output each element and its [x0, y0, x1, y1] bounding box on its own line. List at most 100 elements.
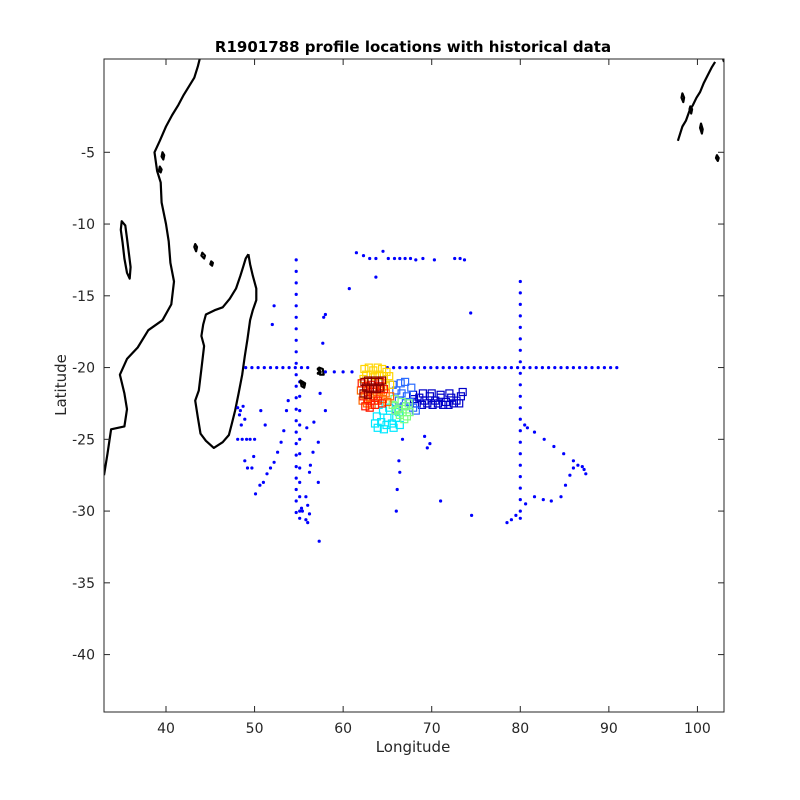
historical-point-s0-49: [596, 366, 600, 370]
historical-point-s0-163: [284, 409, 289, 413]
historical-point-s0-116: [505, 521, 509, 525]
historical-point-s0-9: [299, 366, 304, 370]
profile-marker-s7-6: [383, 397, 392, 407]
island-outline-8: [688, 105, 694, 115]
profile-marker-s2-10: [458, 387, 467, 397]
historical-point-s0-109: [523, 423, 527, 427]
x-axis: 40 50 60 70 80 90 100: [157, 59, 711, 737]
historical-point-s0-188: [248, 437, 252, 441]
island-outline-7: [680, 92, 686, 104]
profile-marker-s6-6: [385, 372, 394, 381]
historical-point-s0-150: [321, 341, 325, 345]
historical-point-s0-88: [518, 291, 522, 295]
y-tick-label-5: -15: [72, 289, 95, 305]
historical-point-s0-201: [425, 446, 429, 450]
profile-marker-s4-13: [373, 423, 382, 432]
historical-point-s0-119: [524, 502, 528, 506]
historical-point-s0-40: [540, 366, 545, 370]
historical-point-s0-101: [518, 440, 522, 444]
historical-point-s0-0: [244, 366, 248, 370]
historical-point-s0-92: [518, 337, 522, 341]
historical-point-s0-83: [298, 480, 302, 484]
historical-point-s0-58: [294, 315, 298, 319]
profile-marker-s2-22: [427, 389, 436, 398]
profile-marker-s5-7: [391, 406, 400, 415]
historical-point-s0-190: [243, 459, 247, 463]
historical-point-s0-61: [294, 350, 298, 354]
historical-point-s0-154: [311, 450, 315, 454]
historical-point-s0-208: [307, 512, 312, 516]
island-outline-6: [157, 165, 163, 174]
historical-point-s0-169: [265, 472, 269, 476]
historical-point-s0-181: [241, 404, 245, 408]
profile-marker-s2-16: [428, 400, 437, 409]
historical-point-s0-35: [509, 366, 513, 370]
historical-point-s0-29: [472, 366, 476, 370]
historical-point-s0-42: [553, 366, 557, 370]
historical-point-s0-135: [386, 256, 390, 261]
x-tick-label-0: 40: [157, 721, 175, 737]
historical-point-s0-187: [245, 437, 249, 441]
historical-point-s0-179: [236, 406, 240, 410]
historical-point-s0-168: [268, 466, 273, 470]
profile-marker-s2-14: [439, 400, 448, 409]
historical-point-s0-104: [518, 475, 522, 479]
historical-point-s0-157: [304, 495, 308, 499]
historical-point-s0-184: [239, 423, 243, 427]
historical-point-s0-78: [298, 409, 302, 413]
historical-point-s0-20: [416, 366, 420, 370]
y-axis: -40 -35 -30 -25 -20 -15 -10 -5: [72, 145, 724, 664]
historical-point-s0-55: [294, 281, 298, 285]
historical-point-s0-1: [250, 366, 254, 370]
coastline-1: [194, 253, 258, 449]
profile-marker-s2-23: [436, 390, 445, 399]
historical-point-s0-106: [518, 498, 522, 502]
historical-point-s0-136: [392, 256, 397, 261]
historical-point-s0-113: [562, 452, 566, 456]
island-outline-5: [160, 151, 166, 161]
historical-point-s0-199: [394, 509, 398, 513]
historical-point-s0-96: [518, 383, 522, 387]
historical-point-s0-24: [441, 366, 445, 370]
historical-point-s0-100: [518, 429, 522, 433]
historical-point-s0-166: [276, 450, 280, 454]
historical-point-s0-54: [294, 269, 298, 273]
historical-point-s0-79: [298, 423, 302, 427]
historical-point-s0-123: [559, 495, 563, 499]
historical-point-s0-203: [439, 499, 443, 503]
historical-point-s0-120: [532, 495, 537, 499]
historical-point-s0-145: [462, 258, 467, 262]
profile-marker-s7-7: [381, 389, 390, 398]
profile-marker-s2-6: [441, 397, 450, 407]
profile-marker-s3-5: [394, 396, 403, 405]
historical-point-s0-10: [306, 366, 310, 370]
historical-point-s0-146: [374, 275, 378, 279]
island-outline-9: [698, 122, 704, 135]
historical-point-s0-161: [317, 539, 321, 543]
historical-point-s0-17: [398, 366, 402, 370]
profile-marker-s7-15: [386, 392, 395, 401]
historical-point-s0-4: [268, 366, 273, 370]
historical-point-s0-118: [514, 513, 518, 518]
historical-point-s0-22: [429, 366, 433, 370]
historical-point-s0-82: [298, 466, 302, 470]
x-axis-label: Longitude: [376, 738, 451, 756]
historical-point-s0-63: [294, 373, 298, 377]
historical-point-s0-65: [294, 396, 298, 400]
historical-point-s0-107: [518, 509, 522, 513]
y-tick-label-4: -20: [72, 361, 95, 377]
y-axis-label: Latitude: [52, 354, 70, 416]
historical-point-s0-132: [368, 256, 372, 261]
historical-point-s0-21: [423, 366, 427, 370]
profile-marker-s8-9: [373, 396, 382, 405]
historical-point-s0-204: [470, 513, 474, 518]
historical-point-s0-97: [518, 394, 522, 398]
historical-point-s0-147: [347, 287, 351, 291]
historical-point-s0-28: [466, 366, 470, 370]
historical-point-s0-167: [272, 460, 276, 464]
historical-point-s0-74: [294, 499, 298, 503]
profile-marker-s6-13: [386, 380, 395, 389]
profile-marker-s9-12: [363, 390, 372, 399]
x-tick-label-1: 50: [246, 721, 264, 737]
x-tick-label-6: 100: [684, 721, 711, 737]
